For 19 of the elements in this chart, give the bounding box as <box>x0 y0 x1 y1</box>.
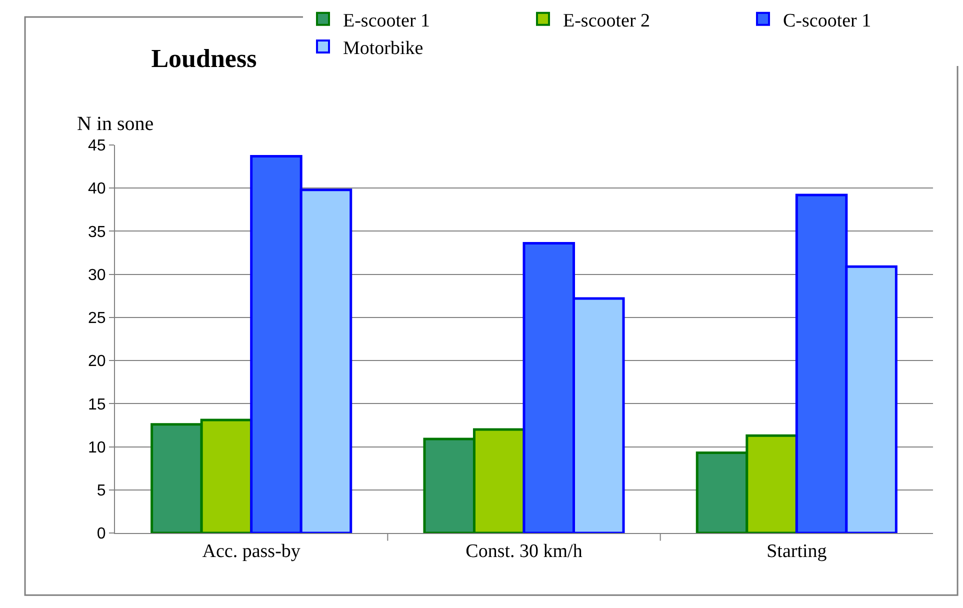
x-tick-label: Const. 30 km/h <box>466 540 583 562</box>
y-axis-title: N in sone <box>77 113 154 135</box>
y-tick-label: 15 <box>88 396 106 414</box>
y-tick-label: 40 <box>88 180 106 198</box>
chart-title: Loudness <box>151 44 257 73</box>
y-tick-label: 0 <box>96 526 106 543</box>
legend-label: E-scooter 2 <box>563 10 650 32</box>
y-tick-label: 25 <box>88 310 106 328</box>
legend-label: Motorbike <box>343 38 424 59</box>
x-tick-label: Acc. pass-by <box>202 540 301 562</box>
y-tick-label: 45 <box>88 138 106 155</box>
y-tick-label: 30 <box>88 266 106 284</box>
x-tick-label: Starting <box>766 540 828 562</box>
y-tick-label: 5 <box>96 482 106 500</box>
legend-label: E-scooter 1 <box>343 10 430 32</box>
legend-label: C-scooter 1 <box>783 10 872 32</box>
y-tick-label: 10 <box>88 439 106 456</box>
y-tick-label: 35 <box>88 224 106 241</box>
y-tick-label: 20 <box>88 353 106 370</box>
